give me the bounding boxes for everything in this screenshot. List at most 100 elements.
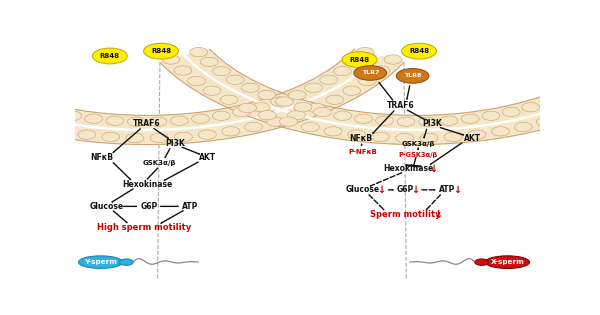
Ellipse shape (79, 256, 122, 268)
Text: Hexokinase: Hexokinase (384, 164, 434, 173)
Ellipse shape (401, 43, 437, 59)
Circle shape (200, 57, 218, 66)
Circle shape (106, 116, 124, 125)
Text: R848: R848 (350, 57, 370, 63)
Ellipse shape (143, 43, 178, 59)
Circle shape (482, 111, 500, 120)
Circle shape (343, 86, 361, 95)
Text: ↓: ↓ (377, 185, 385, 195)
Circle shape (259, 111, 277, 120)
Text: G6P: G6P (141, 202, 158, 211)
Ellipse shape (354, 66, 386, 80)
Circle shape (24, 102, 42, 112)
Circle shape (397, 117, 415, 126)
Circle shape (334, 66, 351, 76)
Text: Y-sperm: Y-sperm (84, 259, 117, 265)
Circle shape (356, 48, 374, 57)
Circle shape (420, 133, 438, 143)
Text: ATP: ATP (182, 202, 199, 211)
Circle shape (222, 127, 239, 136)
Circle shape (514, 122, 532, 132)
Text: ↓: ↓ (434, 210, 443, 220)
Ellipse shape (485, 256, 530, 268)
Circle shape (191, 114, 209, 123)
Ellipse shape (342, 52, 377, 67)
Circle shape (502, 107, 520, 117)
Text: NFκB: NFκB (91, 153, 113, 162)
Circle shape (149, 117, 167, 126)
Circle shape (372, 66, 390, 75)
Circle shape (271, 97, 289, 106)
Circle shape (233, 107, 250, 117)
Circle shape (252, 102, 270, 112)
Circle shape (326, 95, 344, 104)
Circle shape (126, 133, 144, 143)
Text: High sperm motility: High sperm motility (97, 223, 191, 232)
Circle shape (358, 76, 376, 86)
Circle shape (596, 95, 600, 104)
Text: R848: R848 (409, 48, 429, 54)
Circle shape (288, 90, 306, 100)
Circle shape (577, 103, 595, 112)
Circle shape (258, 90, 275, 100)
Circle shape (541, 97, 558, 106)
Circle shape (174, 66, 192, 75)
Text: TRAF6: TRAF6 (133, 119, 161, 129)
Text: R848: R848 (100, 53, 120, 59)
Text: PI3K: PI3K (165, 139, 185, 148)
Circle shape (127, 117, 145, 126)
Circle shape (10, 117, 28, 126)
Text: ↓: ↓ (453, 185, 461, 195)
Text: P-GSK3α/β: P-GSK3α/β (398, 152, 438, 158)
Text: ↓: ↓ (412, 185, 419, 195)
Circle shape (320, 75, 338, 84)
Circle shape (468, 130, 486, 139)
Circle shape (574, 83, 592, 92)
Circle shape (491, 127, 509, 136)
Text: Glucose: Glucose (346, 186, 379, 194)
Polygon shape (0, 49, 404, 145)
Circle shape (522, 102, 539, 112)
Circle shape (266, 117, 284, 126)
Ellipse shape (475, 259, 489, 265)
Circle shape (301, 122, 319, 132)
Circle shape (558, 90, 576, 100)
Circle shape (203, 86, 221, 95)
Circle shape (346, 57, 364, 66)
Circle shape (376, 116, 394, 125)
Circle shape (44, 107, 62, 117)
Circle shape (102, 132, 119, 141)
Circle shape (419, 117, 436, 126)
Circle shape (280, 117, 298, 126)
Text: TLR7: TLR7 (362, 71, 379, 76)
Circle shape (220, 95, 238, 104)
Text: GSK3α/β: GSK3α/β (401, 141, 435, 147)
Circle shape (287, 111, 305, 120)
Ellipse shape (119, 259, 133, 265)
Text: Sperm motility: Sperm motility (370, 210, 440, 219)
Circle shape (589, 75, 600, 84)
Circle shape (150, 133, 168, 143)
Text: G6P: G6P (397, 186, 414, 194)
Circle shape (239, 103, 257, 112)
Circle shape (355, 114, 373, 123)
Circle shape (440, 116, 458, 125)
Circle shape (305, 83, 322, 92)
Circle shape (190, 48, 208, 57)
Circle shape (461, 114, 479, 123)
Circle shape (557, 111, 575, 120)
Circle shape (307, 103, 325, 112)
Circle shape (85, 114, 103, 123)
Circle shape (5, 97, 23, 106)
Circle shape (32, 122, 50, 132)
Circle shape (313, 107, 331, 117)
Circle shape (241, 83, 259, 92)
Circle shape (384, 55, 402, 64)
Circle shape (199, 130, 216, 139)
Circle shape (64, 111, 82, 120)
Circle shape (294, 102, 312, 112)
Text: PI3K: PI3K (422, 119, 442, 129)
Circle shape (245, 122, 262, 132)
Circle shape (188, 76, 205, 86)
Circle shape (78, 130, 96, 139)
